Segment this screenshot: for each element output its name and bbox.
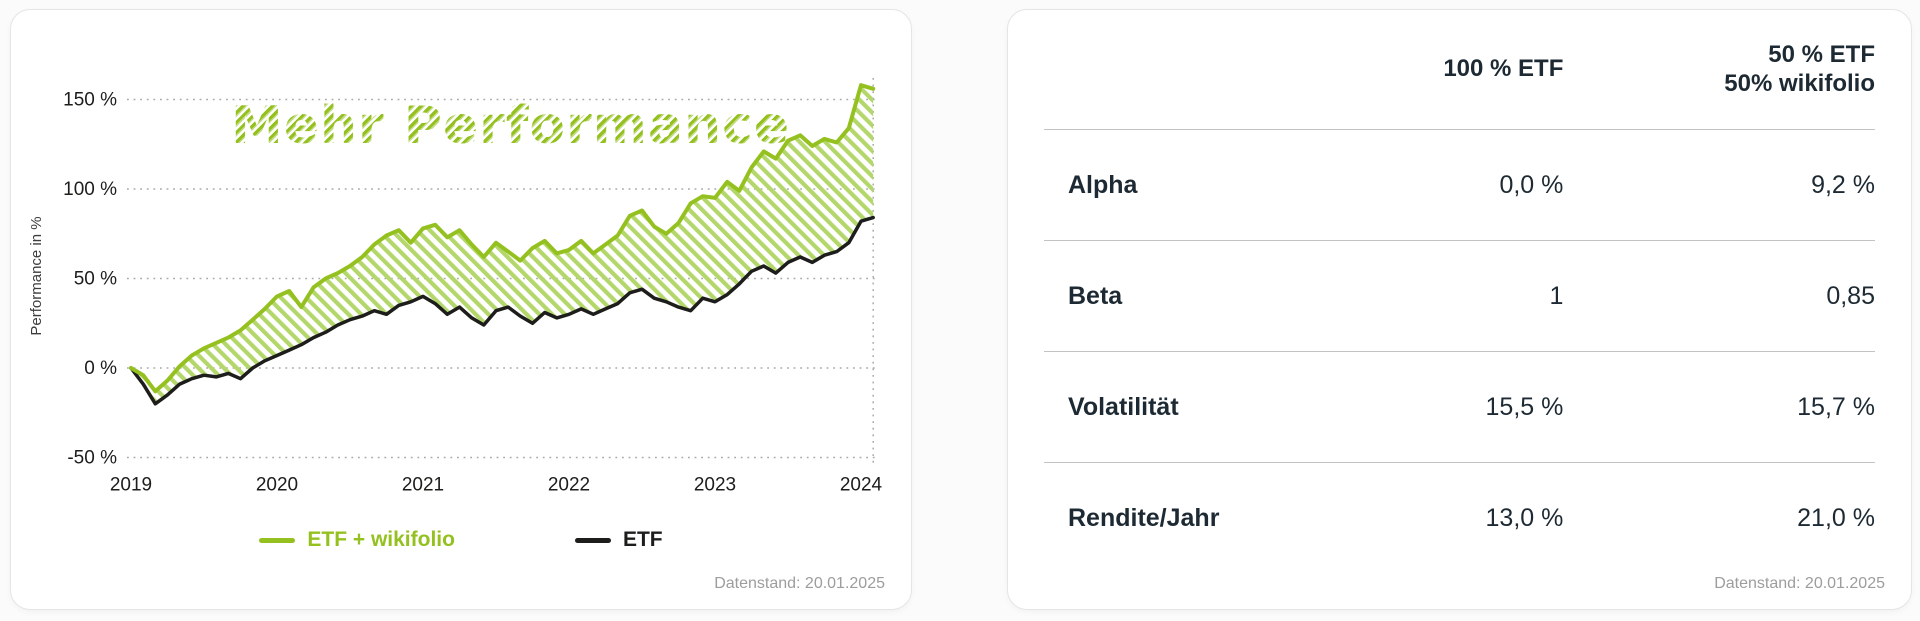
row-label: Beta [1068, 281, 1123, 310]
performance-chart-svg: 150 % 100 % 50 % 0 % -50 % 2019 2020 2021 2022 20… [28, 78, 883, 496]
svg-text:100 %: 100 % [63, 179, 117, 200]
row-value-etf: 15,5 % [1485, 392, 1564, 421]
svg-text:2023: 2023 [694, 475, 736, 496]
metrics-table-card: 100 % ETF 50 % ETF 50% wikifolio Alpha 0… [1007, 9, 1912, 610]
chart-datenstand: Datenstand: 20.01.2025 [714, 575, 885, 592]
table-datenstand: Datenstand: 20.01.2025 [1714, 575, 1885, 592]
row-value-etf: 0,0 % [1499, 170, 1564, 199]
legend-label: ETF + wikifolio [307, 528, 455, 551]
green-line-swatch-icon [259, 537, 296, 543]
legend-label: ETF [622, 528, 663, 551]
row-label: Rendite/Jahr [1068, 503, 1220, 532]
svg-text:2022: 2022 [548, 475, 590, 496]
row-label: Alpha [1068, 170, 1138, 199]
column-header-etf: 100 % ETF [1443, 55, 1564, 83]
column-header-etf-wikifolio: 50 % ETF 50% wikifolio [1724, 40, 1875, 97]
svg-text:2021: 2021 [402, 475, 444, 496]
performance-chart-card: 150 % 100 % 50 % 0 % -50 % 2019 2020 2021 2022 20… [10, 9, 912, 610]
svg-text:150 %: 150 % [63, 90, 117, 111]
table-header-row: 100 % ETF 50 % ETF 50% wikifolio [1044, 10, 1875, 129]
svg-text:0 %: 0 % [84, 358, 117, 379]
svg-text:2019: 2019 [110, 475, 152, 496]
table-row-beta: Beta 1 0,85 [1044, 240, 1875, 351]
row-value-mix: 15,7 % [1797, 392, 1875, 421]
row-value-etf: 1 [1549, 281, 1564, 310]
table-row-rendite-jahr: Rendite/Jahr 13,0 % 21,0 % [1044, 462, 1875, 573]
chart-watermark-title: Mehr Performance [231, 96, 791, 156]
svg-text:Performance in %: Performance in % [28, 216, 45, 335]
chart-legend: ETF + wikifolio ETF [11, 528, 911, 552]
svg-text:50 %: 50 % [74, 269, 117, 290]
table-row-volatilitaet: Volatilität 15,5 % 15,7 % [1044, 351, 1875, 462]
metrics-table: 100 % ETF 50 % ETF 50% wikifolio Alpha 0… [1044, 10, 1875, 573]
row-value-mix: 0,85 [1826, 281, 1875, 310]
row-value-mix: 9,2 % [1811, 170, 1875, 199]
legend-item-etf: ETF [574, 528, 663, 552]
svg-text:-50 %: -50 % [67, 448, 117, 469]
svg-text:2020: 2020 [256, 475, 298, 496]
row-label: Volatilität [1068, 392, 1179, 421]
black-line-swatch-icon [574, 537, 611, 543]
svg-text:2024: 2024 [840, 475, 883, 496]
table-row-alpha: Alpha 0,0 % 9,2 % [1044, 129, 1875, 240]
row-value-etf: 13,0 % [1485, 503, 1564, 532]
legend-item-etf-wikifolio: ETF + wikifolio [259, 528, 455, 552]
row-value-mix: 21,0 % [1797, 503, 1875, 532]
